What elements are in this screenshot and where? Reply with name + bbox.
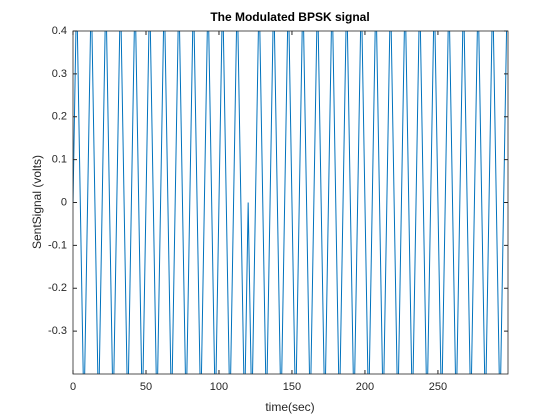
chart-title: The Modulated BPSK signal (210, 10, 369, 24)
x-tick-label: 200 (356, 381, 374, 393)
x-tick-label: 0 (70, 381, 76, 393)
y-axis-label: SentSignal (volts) (30, 155, 44, 249)
y-tick-label: -0.3 (48, 325, 67, 337)
x-axis-label: time(sec) (265, 400, 314, 414)
signal-line (73, 31, 508, 374)
y-tick-label: 0.1 (52, 154, 67, 166)
x-tick-label: 50 (140, 381, 152, 393)
x-tick-label: 150 (283, 381, 301, 393)
y-tick-label: -0.1 (48, 239, 67, 251)
y-tick-label: -0.2 (48, 282, 67, 294)
x-tick-label: 100 (210, 381, 228, 393)
y-tick-label: 0.2 (52, 111, 67, 123)
y-tick-label: 0.3 (52, 68, 67, 80)
y-tick-label: 0 (61, 196, 67, 208)
x-tick-label: 250 (429, 381, 447, 393)
y-tick-label: 0.4 (52, 25, 67, 37)
